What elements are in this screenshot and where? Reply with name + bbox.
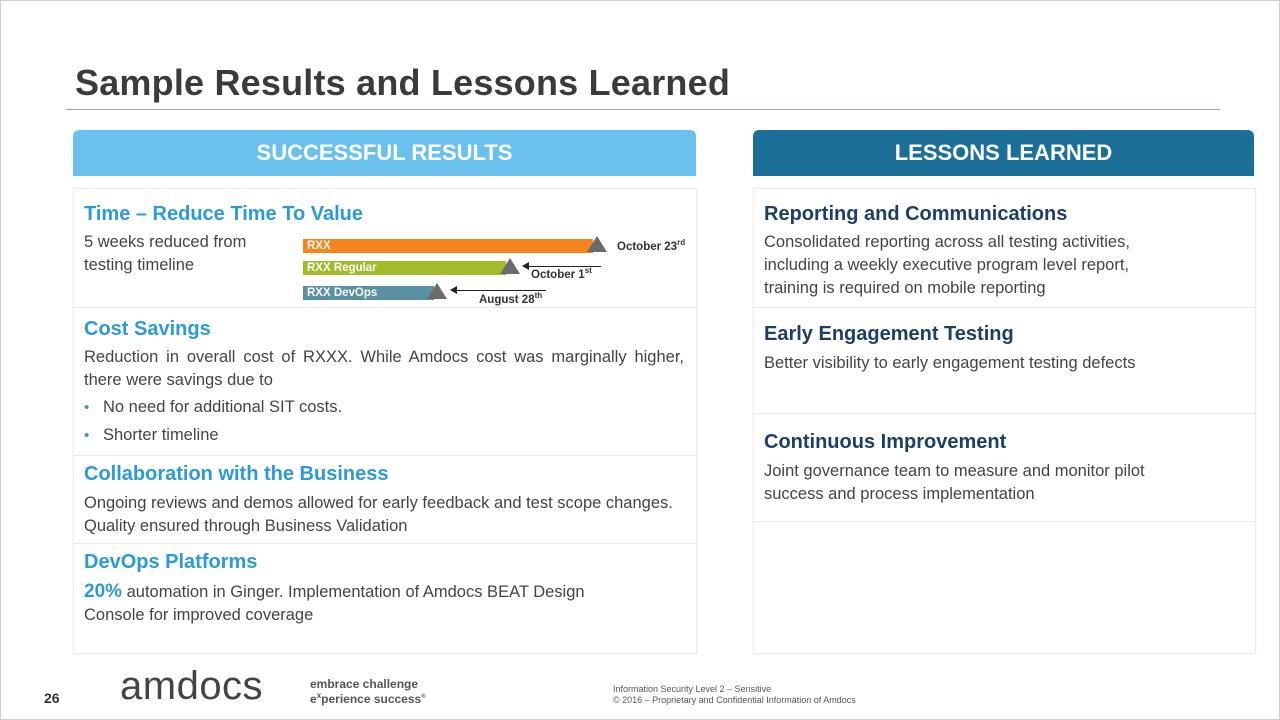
lesson-text-continuous-improvement: Joint governance team to measure and mon… xyxy=(764,460,1145,506)
list-item: • No need for additional SIT costs. xyxy=(84,393,342,421)
cost-section: Cost Savings Reduction in overall cost o… xyxy=(74,313,696,456)
milestone-sup-rxx: rd xyxy=(677,238,686,247)
milestone-triangle-rxx-devops xyxy=(427,283,447,299)
tagline-line2: experience success® xyxy=(310,690,426,705)
milestone-date-rxx-devops: August 28 xyxy=(479,293,535,306)
list-item: • Shorter timeline xyxy=(84,421,342,449)
legal-notice: Information Security Level 2 – Sensitive… xyxy=(613,684,856,706)
timeline-bar-rxx-devops: RXX DevOps xyxy=(303,286,434,300)
collaboration-heading: Collaboration with the Business xyxy=(84,463,389,485)
tagline-x: x xyxy=(316,691,322,700)
lesson-text-line: training is required on mobile reporting xyxy=(764,279,1046,297)
collaboration-section: Collaboration with the Business Ongoing … xyxy=(74,459,696,544)
collaboration-text: Ongoing reviews and demos allowed for ea… xyxy=(84,494,673,535)
milestone-date-rxx-regular: October 1 xyxy=(531,268,585,281)
lesson-heading-continuous-improvement: Continuous Improvement xyxy=(764,431,1007,453)
milestone-label-rxx-regular: October 1st xyxy=(531,266,592,281)
time-section: Time – Reduce Time To Value 5 weeks redu… xyxy=(74,189,696,308)
lesson-heading-early-engagement: Early Engagement Testing xyxy=(764,323,1014,345)
legal-line1: Information Security Level 2 – Sensitive xyxy=(613,684,772,694)
brand-tagline: embrace challenge experience success® xyxy=(310,678,426,705)
tagline-line1: embrace challenge xyxy=(310,677,419,691)
tagline-e: e xyxy=(310,692,317,706)
bullet-text: No need for additional SIT costs. xyxy=(103,397,343,416)
cost-heading: Cost Savings xyxy=(84,318,211,340)
lessons-learned-panel: Reporting and Communications Consolidate… xyxy=(753,188,1256,654)
bullet-icon: • xyxy=(84,398,90,416)
milestone-label-rxx: October 23rd xyxy=(617,238,685,253)
amdocs-logo: amdocs xyxy=(120,664,264,708)
time-text-line1: 5 weeks reduced from xyxy=(84,233,247,251)
lesson-text-line: Joint governance team to measure and mon… xyxy=(764,462,1145,480)
cost-text: Reduction in overall cost of RXXX. While… xyxy=(84,348,684,389)
automation-percent: 20% xyxy=(84,581,123,602)
cost-bullet-list: • No need for additional SIT costs. • Shor… xyxy=(84,393,342,449)
devops-text-line1-rest: automation in Ginger. Implementation of … xyxy=(122,583,585,601)
successful-results-header: SUCCESSFUL RESULTS xyxy=(73,130,696,176)
lesson-text-early-engagement: Better visibility to early engagement te… xyxy=(764,354,1136,372)
page-title: Sample Results and Lessons Learned xyxy=(75,62,731,103)
tagline-registered-mark: ® xyxy=(421,694,426,700)
milestone-label-rxx-devops: August 28th xyxy=(479,291,542,306)
arrow-head-devops xyxy=(450,286,457,294)
time-text-line2: testing timeline xyxy=(84,256,195,274)
lesson-text-line: including a weekly executive program lev… xyxy=(764,256,1130,274)
arrow-line-devops xyxy=(454,290,546,291)
legal-line2: © 2016 – Proprietary and Confidential In… xyxy=(613,695,856,705)
devops-heading: DevOps Platforms xyxy=(84,551,258,573)
milestone-sup-rxx-regular: st xyxy=(584,266,592,275)
time-heading: Time – Reduce Time To Value xyxy=(84,203,363,225)
bullet-text: Shorter timeline xyxy=(103,425,219,444)
page-number: 26 xyxy=(44,690,60,706)
lessons-learned-header: LESSONS LEARNED xyxy=(753,130,1254,176)
lesson-item: Early Engagement Testing Better visibili… xyxy=(754,315,1255,414)
bullet-icon: • xyxy=(84,426,90,444)
lesson-heading-reporting: Reporting and Communications xyxy=(764,203,1068,225)
title-divider xyxy=(66,109,1220,110)
arrow-line-regular xyxy=(526,266,601,267)
milestone-sup-rxx-devops: th xyxy=(534,291,543,300)
arrow-head-regular xyxy=(522,262,529,270)
devops-text-line1: 20% automation in Ginger. Implementation… xyxy=(84,580,684,604)
lesson-text-line: success and process implementation xyxy=(764,485,1035,503)
milestone-triangle-rxx xyxy=(587,236,607,252)
devops-text-line2: Console for improved coverage xyxy=(84,606,314,624)
successful-results-panel: Time – Reduce Time To Value 5 weeks redu… xyxy=(73,188,697,654)
devops-text: 20% automation in Ginger. Implementation… xyxy=(84,580,684,627)
tagline-rest: perience success xyxy=(321,692,422,706)
devops-section: DevOps Platforms 20% automation in Ginge… xyxy=(74,547,696,631)
timeline-bar-rxx: RXX xyxy=(303,239,593,253)
milestone-triangle-rxx-regular xyxy=(500,258,520,274)
time-text: 5 weeks reduced from testing timeline xyxy=(84,231,246,277)
lesson-text-line: Consolidated reporting across all testin… xyxy=(764,233,1130,251)
lesson-item: Reporting and Communications Consolidate… xyxy=(754,189,1255,308)
timeline-bar-rxx-regular: RXX Regular xyxy=(303,261,506,275)
milestone-date-rxx: October 23 xyxy=(617,240,678,253)
lesson-item: Continuous Improvement Joint governance … xyxy=(754,423,1255,522)
lesson-text-reporting: Consolidated reporting across all testin… xyxy=(764,231,1130,300)
